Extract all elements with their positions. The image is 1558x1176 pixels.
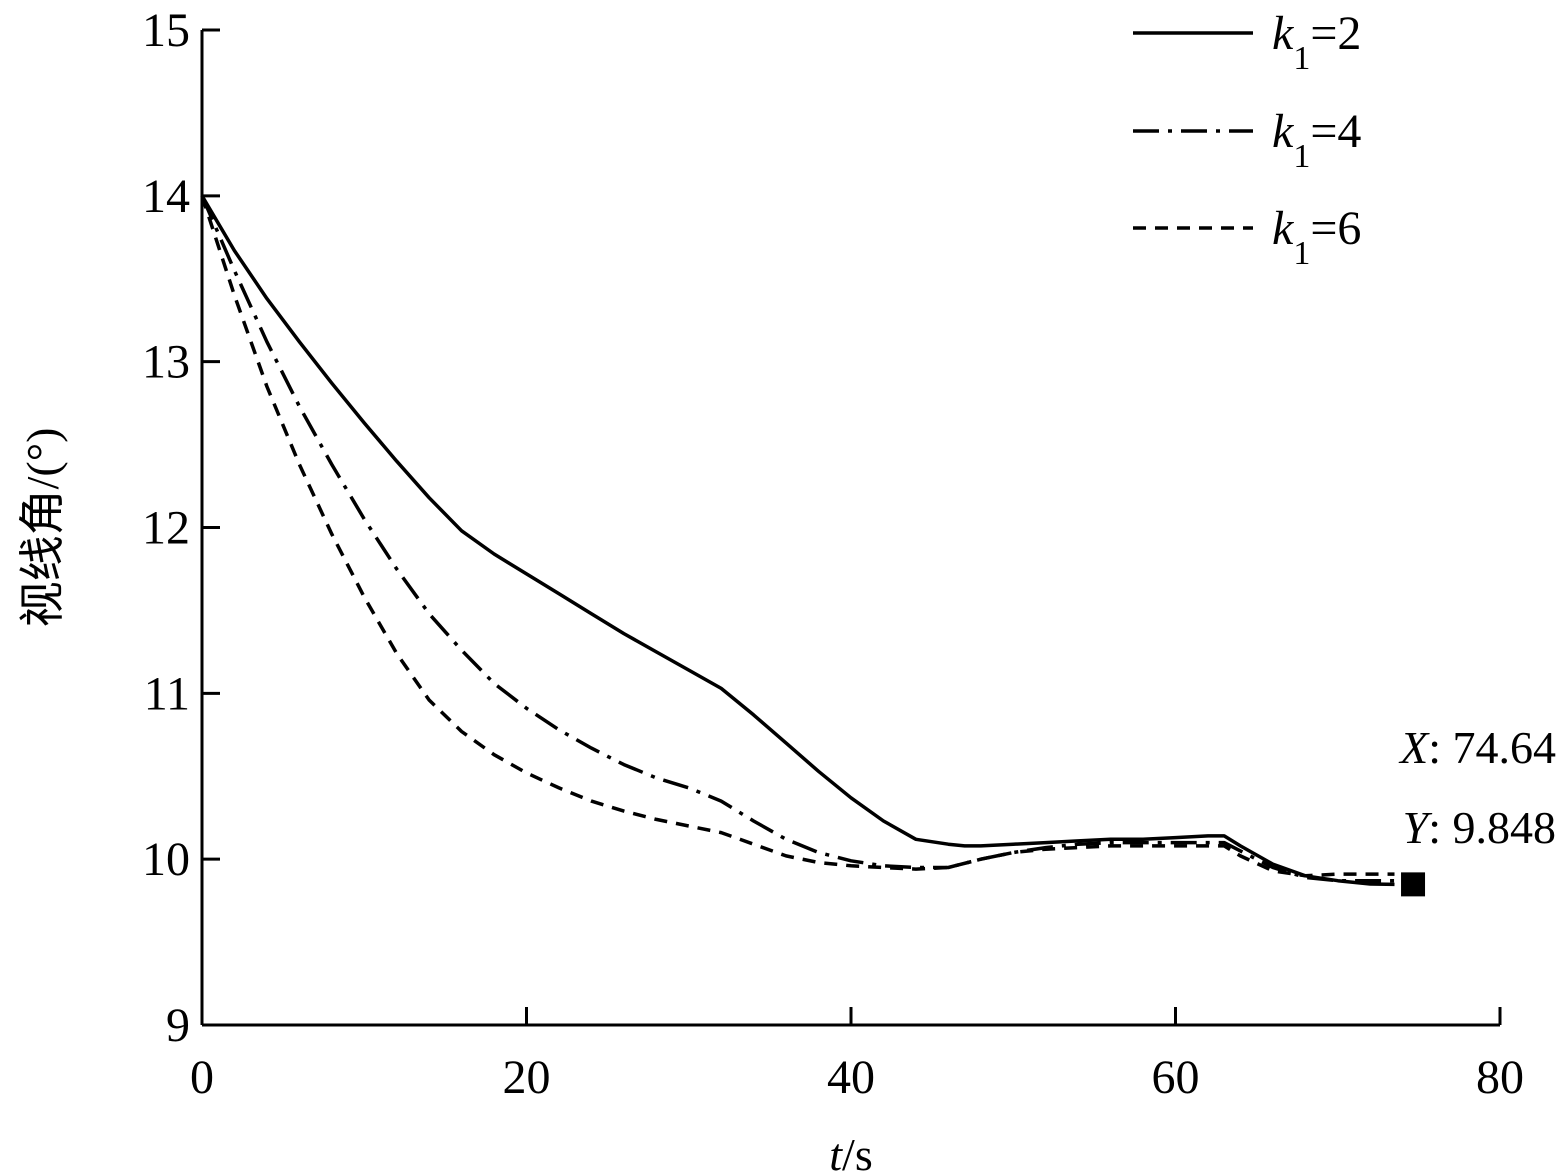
data-tip-x-label: X: 74.64 <box>1398 722 1556 773</box>
y-tick-label: 12 <box>142 502 190 555</box>
y-axis-ticks: 9 10 11 12 13 14 15 <box>142 4 220 1052</box>
legend-label-1: k1=2 <box>1272 7 1361 77</box>
y-tick-label: 13 <box>142 336 190 389</box>
series-lines <box>200 194 1395 887</box>
y-tick-label: 14 <box>142 170 190 223</box>
x-tick-label: 40 <box>827 1051 875 1104</box>
y-tick-label: 9 <box>166 999 190 1052</box>
y-axis-label: 视线角/(°) <box>17 428 68 628</box>
data-tip-y-label: Y: 9.848 <box>1403 802 1556 853</box>
y-tick-label: 15 <box>142 4 190 57</box>
series-line-3 <box>200 195 1395 878</box>
y-tick-label: 11 <box>144 667 190 720</box>
x-tick-label: 60 <box>1152 1051 1200 1104</box>
x-tick-label: 0 <box>190 1051 214 1104</box>
legend: k1=2 k1=4 k1=6 <box>1133 7 1361 272</box>
data-tip: X: 74.64 Y: 9.848 <box>1398 722 1556 897</box>
x-tick-label: 20 <box>503 1051 551 1104</box>
x-tick-label: 80 <box>1476 1051 1524 1104</box>
legend-label-3: k1=6 <box>1272 202 1361 272</box>
legend-label-2: k1=4 <box>1272 105 1361 175</box>
x-axis-label: t/s <box>829 1129 872 1176</box>
series-line-2 <box>200 195 1395 883</box>
series-line-1 <box>200 194 1395 887</box>
data-tip-marker <box>1401 872 1426 897</box>
x-axis-ticks: 0 20 40 60 80 <box>190 1007 1524 1104</box>
y-tick-label: 10 <box>142 833 190 886</box>
